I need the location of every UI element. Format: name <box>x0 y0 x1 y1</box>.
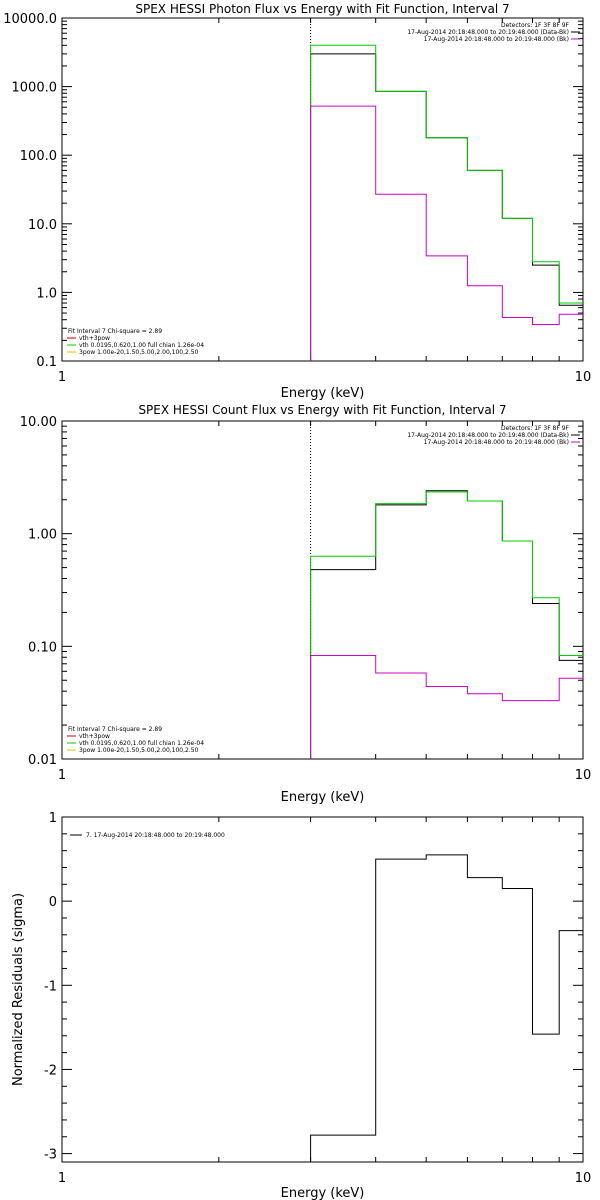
legend-entry: 3pow 1.00e-20,1.50,5.00,2.00,100,2.50 <box>79 349 199 356</box>
series-line-2 <box>310 491 583 759</box>
legend-entry: vth 0.0195,0.620,1.00 full chian 1.26e-0… <box>79 342 204 349</box>
y-tick-label: 0.01 <box>28 753 57 768</box>
chart-panel-2: 1 10 0.01 0.10 1.00 10.00 SPEX HESSI Count Flu… <box>20 403 591 805</box>
plot-frame <box>61 420 584 760</box>
y-tick-label: 1000.0 <box>12 81 58 96</box>
y-tick-label: 10000.0 <box>3 12 57 27</box>
series-line-2 <box>310 44 583 361</box>
y-tick-label: 0.10 <box>28 640 57 655</box>
x-tick-label: 10 <box>575 370 592 385</box>
y-tick-label: 1 <box>49 811 57 826</box>
plot-frame <box>61 17 584 362</box>
legend-entry: 3pow 1.00e-20,1.50,5.00,2.00,100,2.50 <box>79 747 199 754</box>
legend-entry: vth+3pow <box>79 335 110 342</box>
y-tick-label: 0.1 <box>36 355 57 370</box>
x-tick-label: 10 <box>575 1171 592 1186</box>
x-tick-label: 1 <box>58 370 66 385</box>
y-tick-label: 10.0 <box>28 218 57 233</box>
chart-title: SPEX HESSI Count Flux vs Energy with Fit… <box>138 403 506 417</box>
y-tick-label: -2 <box>44 1063 57 1078</box>
x-tick-label: 1 <box>58 1171 66 1186</box>
x-tick-label: 1 <box>58 768 66 783</box>
y-tick-label: -1 <box>44 979 57 994</box>
plot-frame <box>61 816 584 1163</box>
series-line-1 <box>310 490 583 759</box>
y-tick-label: -3 <box>44 1148 57 1163</box>
series-line-1 <box>310 854 583 1162</box>
chart-panel-1: 1 10 0.1 1.0 10.0 100.0 1000.0 10000.0 SPEX HESS… <box>3 2 591 401</box>
series-line-3 <box>310 105 583 361</box>
series-line-1 <box>310 53 583 361</box>
legend-entry: 17-Aug-2014 20:18:48.000 to 20:19:48.000… <box>407 432 569 439</box>
legend-entry: Detectors: 1F 3F 8F 9F <box>501 425 570 432</box>
y-tick-label: 0 <box>49 895 57 910</box>
legend-entry: Detectors: 1F 3F 8F 9F <box>501 22 570 29</box>
legend-entry: vth+3pow <box>79 733 110 740</box>
y-tick-label: 100.0 <box>20 149 57 164</box>
chart-title: SPEX HESSI Photon Flux vs Energy with Fi… <box>135 2 509 16</box>
x-tick-label: 10 <box>575 768 592 783</box>
y-axis-label: Normalized Residuals (sigma) <box>11 893 26 1086</box>
legend-entry: 17-Aug-2014 20:18:48.000 to 20:19:48.000… <box>424 439 569 446</box>
x-axis-label: Energy (keV) <box>281 790 365 805</box>
x-axis-label: Energy (keV) <box>281 386 365 401</box>
legend-entry: 7. 17-Aug-2014 20:18:48.000 to 20:19:48.… <box>86 832 225 839</box>
x-axis-label: Energy (keV) <box>281 1186 365 1200</box>
legend-entry: vth 0.0195,0.620,1.00 full chian 1.26e-0… <box>79 740 204 747</box>
legend-entry: Fit Interval 7 Chi-square = 2.89 <box>68 726 162 733</box>
y-tick-label: 1.00 <box>28 528 57 543</box>
legend-entry: 17-Aug-2014 20:18:48.000 to 20:19:48.000… <box>424 36 569 43</box>
y-tick-label: 1.0 <box>36 286 57 301</box>
y-tick-label: 10.00 <box>20 415 57 430</box>
legend-entry: 17-Aug-2014 20:18:48.000 to 20:19:48.000… <box>407 29 569 36</box>
legend-entry: Fit Interval 7 Chi-square = 2.89 <box>68 328 162 335</box>
series-line-3 <box>310 655 583 759</box>
